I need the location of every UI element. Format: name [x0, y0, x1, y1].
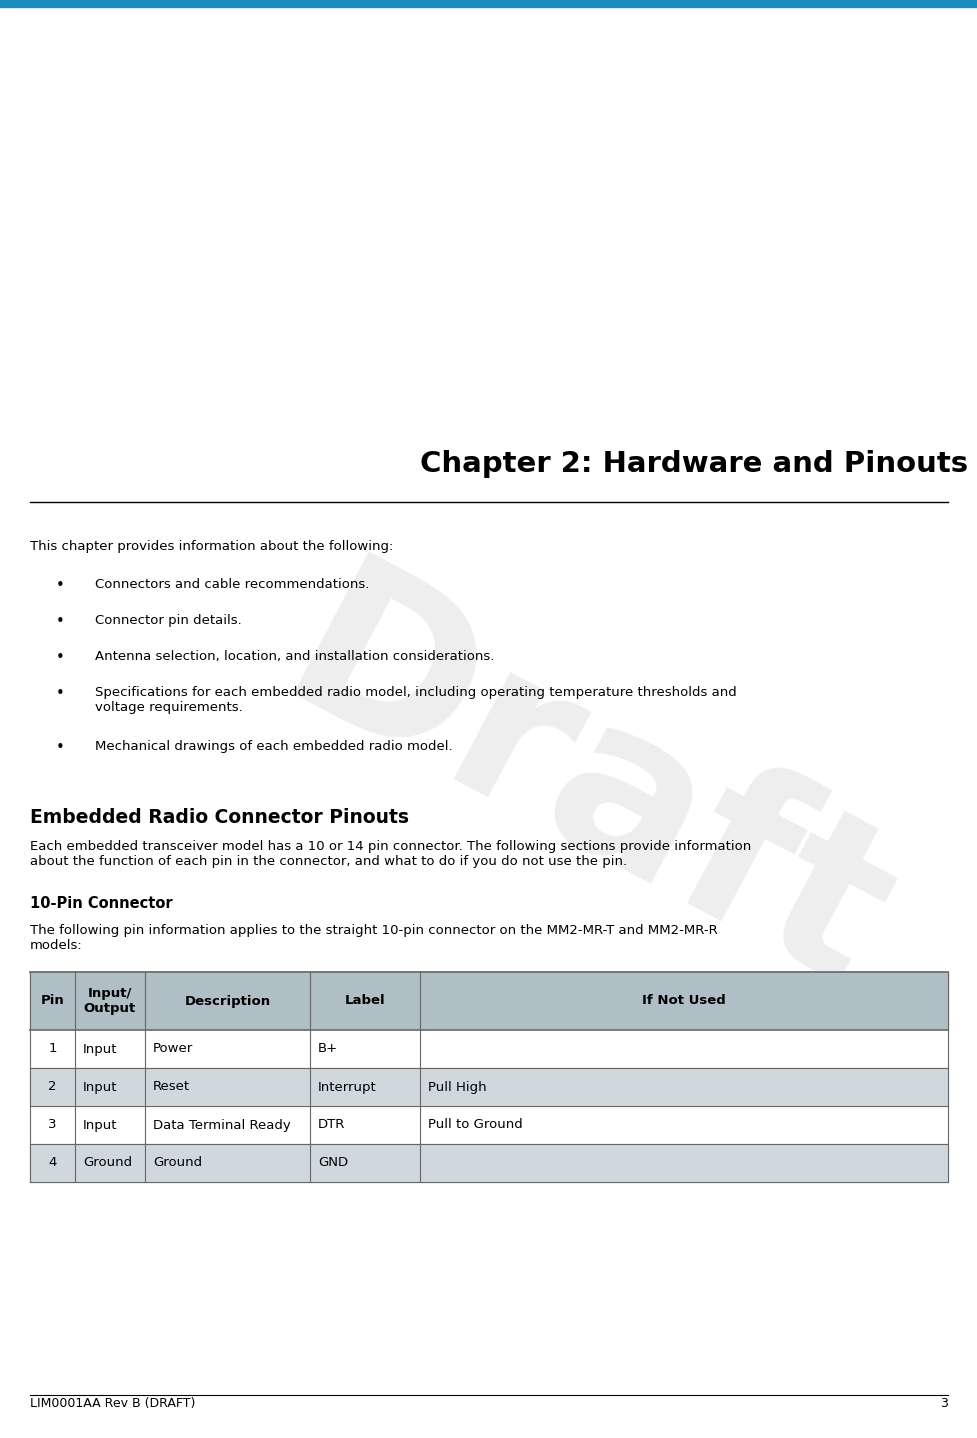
Text: Connectors and cable recommendations.: Connectors and cable recommendations.	[95, 578, 369, 591]
Text: Ground: Ground	[83, 1156, 132, 1169]
Text: If Not Used: If Not Used	[642, 995, 725, 1008]
Text: 10-Pin Connector: 10-Pin Connector	[30, 896, 173, 912]
Text: 3: 3	[48, 1119, 57, 1132]
Text: •: •	[56, 741, 64, 755]
Text: B+: B+	[318, 1043, 338, 1055]
Text: •: •	[56, 650, 64, 664]
Text: 3: 3	[939, 1396, 947, 1411]
Text: Reset: Reset	[152, 1080, 190, 1093]
Text: Pin: Pin	[41, 995, 64, 1008]
Text: Antenna selection, location, and installation considerations.: Antenna selection, location, and install…	[95, 650, 493, 663]
Bar	[30, 1030, 947, 1068]
Text: Input: Input	[83, 1043, 117, 1055]
Text: Draft: Draft	[251, 545, 921, 1037]
Text: Each embedded transceiver model has a 10 or 14 pin connector. The following sect: Each embedded transceiver model has a 10…	[30, 840, 750, 869]
Bar	[30, 1068, 947, 1106]
Text: •: •	[56, 578, 64, 592]
Text: Data Terminal Ready: Data Terminal Ready	[152, 1119, 290, 1132]
Text: Input: Input	[83, 1119, 117, 1132]
Text: The following pin information applies to the straight 10-pin connector on the MM: The following pin information applies to…	[30, 925, 717, 952]
Bar	[30, 1106, 947, 1145]
Bar	[30, 972, 947, 1030]
Text: Input: Input	[83, 1080, 117, 1093]
Text: Pull High: Pull High	[428, 1080, 487, 1093]
Text: Label: Label	[344, 995, 385, 1008]
Text: 2: 2	[48, 1080, 57, 1093]
Text: Power: Power	[152, 1043, 193, 1055]
Text: LIM0001AA Rev B (DRAFT): LIM0001AA Rev B (DRAFT)	[30, 1396, 195, 1411]
Text: Connector pin details.: Connector pin details.	[95, 614, 241, 627]
Text: 4: 4	[48, 1156, 57, 1169]
Text: DTR: DTR	[318, 1119, 345, 1132]
Text: Ground: Ground	[152, 1156, 202, 1169]
Text: Input/
Output: Input/ Output	[84, 986, 136, 1015]
Bar	[0, 0, 977, 7]
Text: Interrupt: Interrupt	[318, 1080, 376, 1093]
Text: 1: 1	[48, 1043, 57, 1055]
Text: Description: Description	[185, 995, 271, 1008]
Text: Pull to Ground: Pull to Ground	[428, 1119, 523, 1132]
Bar	[30, 1145, 947, 1182]
Text: GND: GND	[318, 1156, 348, 1169]
Text: This chapter provides information about the following:: This chapter provides information about …	[30, 541, 393, 554]
Text: Specifications for each embedded radio model, including operating temperature th: Specifications for each embedded radio m…	[95, 686, 736, 715]
Text: •: •	[56, 614, 64, 628]
Text: Embedded Radio Connector Pinouts: Embedded Radio Connector Pinouts	[30, 808, 408, 827]
Text: Chapter 2: Hardware and Pinouts: Chapter 2: Hardware and Pinouts	[419, 450, 967, 477]
Text: Mechanical drawings of each embedded radio model.: Mechanical drawings of each embedded rad…	[95, 741, 452, 754]
Text: •: •	[56, 686, 64, 700]
